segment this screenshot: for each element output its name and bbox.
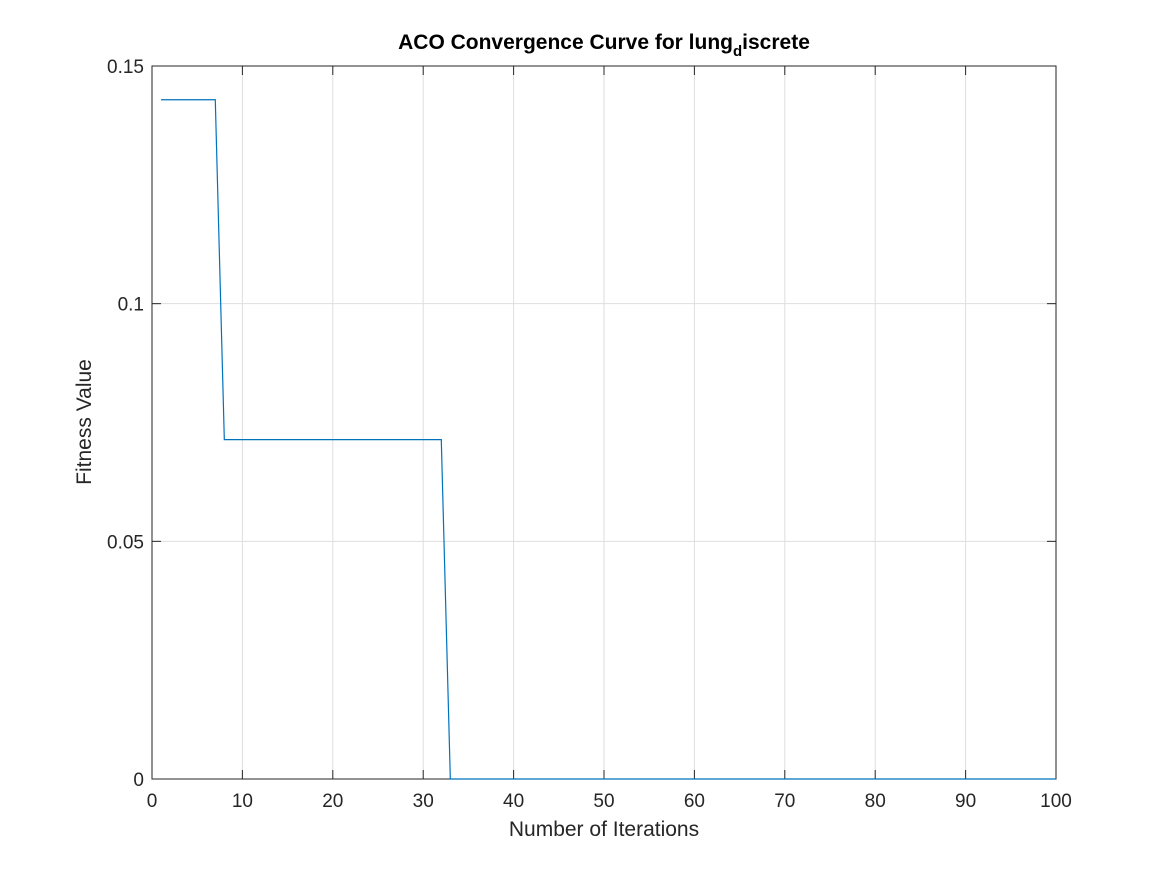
x-tick-label: 100: [1040, 791, 1072, 812]
chart-title-rest: iscrete: [742, 31, 810, 54]
x-tick-label: 50: [593, 791, 614, 812]
x-axis-label: Number of Iterations: [509, 818, 699, 841]
x-tick-label: 20: [322, 791, 343, 812]
x-tick-label: 80: [865, 791, 886, 812]
x-tick-label: 0: [147, 791, 158, 812]
x-tick-label: 30: [413, 791, 434, 812]
y-tick-label: 0.15: [107, 57, 144, 78]
y-tick-labels: 0 0.05 0.1 0.15: [107, 57, 144, 791]
chart-title-subscript: d: [733, 43, 742, 60]
chart-title: ACO Convergence Curve for lungdiscrete: [398, 31, 810, 60]
y-tick-label: 0.1: [118, 295, 144, 316]
x-tick-label: 90: [955, 791, 976, 812]
series-line-0: [161, 99, 1056, 780]
y-tick-label: 0: [133, 770, 144, 791]
x-tick-label: 10: [232, 791, 253, 812]
x-tick-labels: 0 10 20 30 40 50 60 70 80 90 100: [147, 791, 1072, 812]
x-tick-label: 70: [774, 791, 795, 812]
tick-layer: [151, 65, 1057, 780]
y-tick-label: 0.05: [107, 532, 144, 553]
x-tick-label: 60: [684, 791, 705, 812]
y-axis-label: Fitness Value: [73, 359, 96, 485]
grid-layer: [152, 66, 1056, 779]
x-tick-label: 40: [503, 791, 524, 812]
chart-title-main: ACO Convergence Curve for lung: [398, 31, 733, 54]
series-layer: [161, 99, 1056, 780]
